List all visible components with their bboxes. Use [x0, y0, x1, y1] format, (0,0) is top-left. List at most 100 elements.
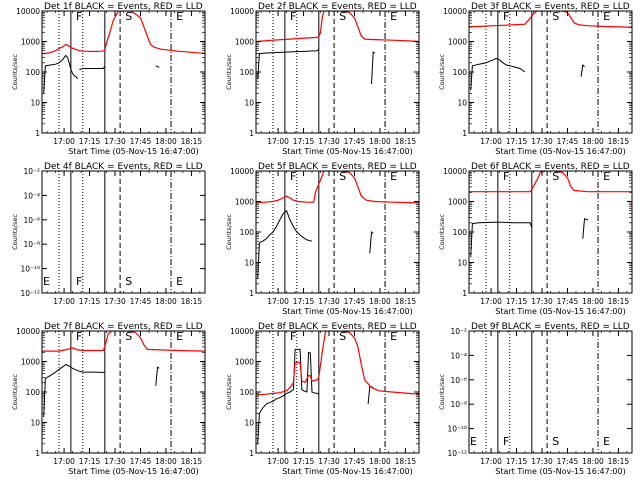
y-tick-label: 100 [240, 68, 255, 77]
x-tick-label: 18:00 [369, 457, 391, 466]
x-tick-label: 17:45 [344, 137, 366, 146]
panel-title: Det 8f BLACK = Events, RED = LLD [258, 322, 417, 332]
y-axis-label: Counts/sec [225, 374, 233, 410]
y-axis-label: Counts/sec [438, 214, 446, 250]
region-letter-e: E [176, 10, 183, 23]
y-tick-label: 10⁻⁶ [450, 376, 467, 385]
region-letter-s: S [125, 10, 132, 23]
y-tick-label: 10 [30, 419, 40, 428]
x-tick-label: 17:15 [293, 297, 315, 306]
x-axis-label: Start Time (05-Nov-15 16:47:00) [282, 467, 412, 476]
y-tick-label: 1 [35, 129, 40, 138]
lld-series-line [256, 11, 419, 43]
region-letter-f: F [290, 170, 296, 183]
y-tick-label: 1 [249, 289, 254, 298]
region-letter-f: F [290, 10, 296, 23]
x-tick-label: 18:15 [608, 457, 630, 466]
region-letter-e: E [603, 10, 610, 23]
y-tick-label: 1000 [448, 38, 467, 47]
lld-series-line [469, 171, 632, 193]
x-tick-label: 17:45 [130, 137, 152, 146]
y-tick-label: 1000 [235, 198, 254, 207]
y-tick-label: 1000 [235, 358, 254, 367]
y-tick-label: 1 [462, 289, 467, 298]
x-tick-label: 17:45 [344, 457, 366, 466]
x-tick-label: 18:15 [395, 297, 417, 306]
region-letter-e: E [603, 435, 610, 448]
x-tick-label: 17:45 [344, 297, 366, 306]
x-axis-label: Start Time (05-Nov-15 16:47:00) [495, 147, 625, 156]
y-tick-label: 10000 [16, 327, 40, 336]
y-axis-label: Counts/sec [11, 374, 19, 410]
y-tick-label: 10 [457, 99, 467, 108]
x-tick-label: 17:30 [531, 137, 553, 146]
x-tick-label: 17:30 [318, 297, 340, 306]
x-tick-label: 17:45 [130, 457, 152, 466]
region-letter-e: E [390, 170, 397, 183]
events-series-line [369, 231, 374, 254]
events-series-line [470, 57, 526, 91]
x-axis-label: Start Time (05-Nov-15 16:47:00) [495, 467, 625, 476]
lld-series-line [42, 331, 205, 352]
x-tick-label: 18:15 [181, 137, 203, 146]
x-tick-label: 17:45 [557, 297, 579, 306]
x-tick-label: 17:00 [53, 457, 75, 466]
lld-series-line [469, 11, 632, 28]
x-tick-label: 17:30 [104, 297, 126, 306]
x-tick-label: 18:00 [582, 137, 604, 146]
y-tick-label: 10⁻² [450, 327, 467, 336]
x-tick-label: 17:45 [557, 457, 579, 466]
region-letter-f: F [76, 10, 82, 23]
x-tick-label: 18:15 [181, 297, 203, 306]
y-tick-label: 10⁻² [23, 167, 40, 176]
panel-title: Det 2f BLACK = Events, RED = LLD [258, 2, 417, 12]
x-tick-label: 17:15 [506, 297, 528, 306]
events-series-line [257, 348, 320, 444]
y-tick-label: 10000 [16, 7, 40, 16]
x-tick-label: 17:00 [480, 297, 502, 306]
y-tick-label: 10000 [230, 327, 254, 336]
y-tick-label: 10000 [230, 167, 254, 176]
panel-title: Det 3f BLACK = Events, RED = LLD [471, 2, 630, 12]
x-tick-label: 18:00 [582, 297, 604, 306]
y-tick-label: 1000 [448, 198, 467, 207]
y-axis-label: Counts/sec [438, 54, 446, 90]
y-tick-label: 10 [244, 259, 254, 268]
region-letter-f: F [503, 10, 509, 23]
y-tick-label: 10 [244, 99, 254, 108]
x-tick-label: 17:30 [531, 457, 553, 466]
region-letter-s: S [552, 10, 559, 23]
region-letter-f: F [76, 330, 82, 343]
x-tick-label: 18:15 [608, 137, 630, 146]
y-tick-label: 100 [453, 68, 468, 77]
lld-series-line [42, 11, 205, 55]
x-tick-label: 17:15 [79, 137, 101, 146]
y-tick-label: 100 [26, 68, 41, 77]
events-series-line [79, 66, 106, 71]
y-tick-label: 10⁻¹² [20, 289, 40, 298]
events-series-line [155, 65, 160, 68]
x-tick-label: 17:30 [318, 457, 340, 466]
lld-series-line [256, 331, 419, 396]
y-tick-label: 1 [249, 129, 254, 138]
events-series-line [257, 209, 313, 279]
region-letter-s: S [552, 435, 559, 448]
x-tick-label: 17:30 [318, 137, 340, 146]
y-tick-label: 1000 [235, 38, 254, 47]
y-tick-label: 10⁻⁴ [450, 351, 467, 360]
x-tick-label: 18:15 [395, 457, 417, 466]
panel-title: Det 7f BLACK = Events, RED = LLD [44, 322, 203, 332]
y-tick-label: 10⁻¹² [447, 449, 467, 458]
region-letter-e: E [390, 330, 397, 343]
x-tick-label: 17:15 [79, 457, 101, 466]
y-tick-label: 1 [249, 449, 254, 458]
y-tick-label: 10⁻⁸ [23, 240, 40, 249]
y-tick-label: 10000 [443, 7, 467, 16]
